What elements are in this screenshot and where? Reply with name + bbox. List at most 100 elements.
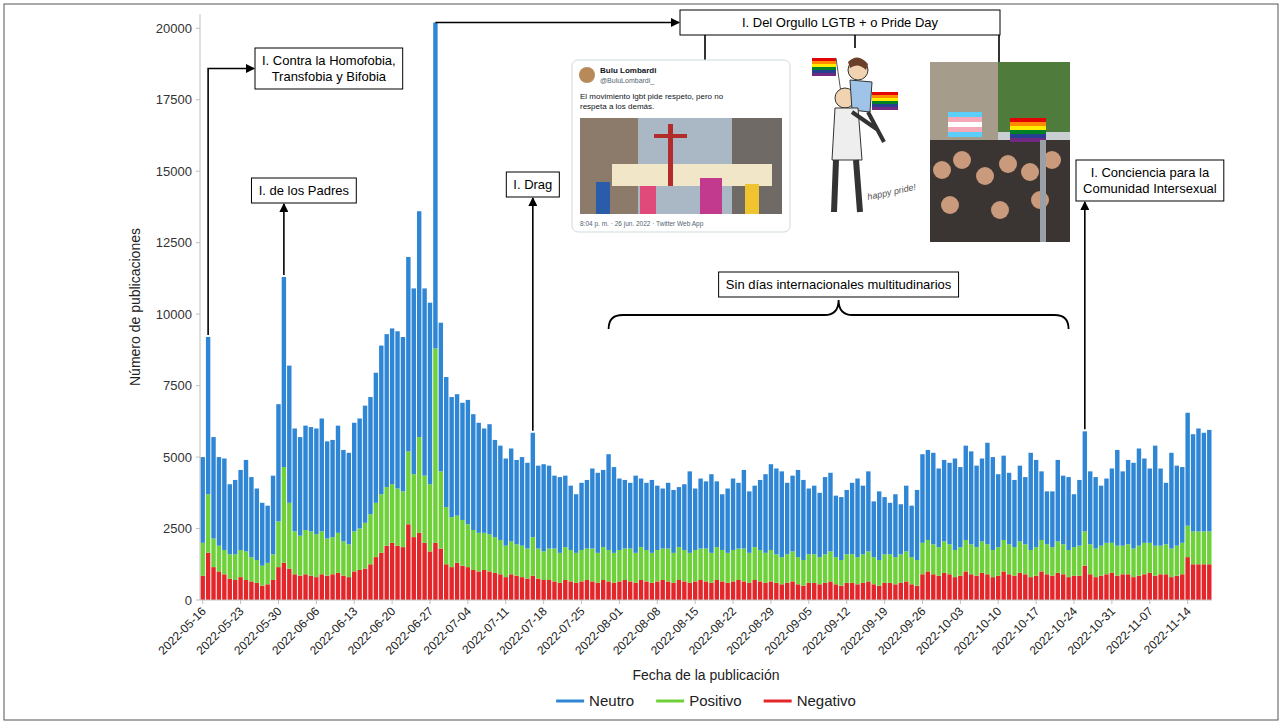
- bar: [303, 530, 307, 574]
- bar: [866, 551, 870, 581]
- bar: [985, 443, 989, 544]
- bar: [1191, 531, 1195, 564]
- x-tick: [316, 600, 317, 604]
- bar: [937, 547, 941, 576]
- bar: [877, 491, 881, 560]
- bar: [422, 543, 426, 600]
- bar: [644, 581, 648, 600]
- photo-head: [941, 196, 959, 214]
- bar: [390, 484, 394, 543]
- bar: [812, 486, 816, 555]
- bar: [1196, 531, 1200, 564]
- bar: [1164, 483, 1168, 544]
- bar: [1164, 574, 1168, 600]
- bar: [763, 583, 767, 600]
- bar: [482, 533, 486, 570]
- bar: [585, 580, 589, 600]
- bar: [920, 454, 924, 543]
- bar: [238, 550, 242, 577]
- bar: [1007, 574, 1011, 600]
- bar: [606, 581, 610, 600]
- bar: [899, 583, 903, 600]
- bar: [504, 577, 508, 600]
- bar: [433, 348, 437, 542]
- bar: [487, 571, 491, 600]
- bar: [661, 580, 665, 600]
- legend-label: Positivo: [689, 692, 742, 709]
- annotation: I. Contra la Homofobia,Transfobia y Bifo…: [255, 48, 403, 89]
- bar: [1104, 574, 1108, 600]
- bar: [201, 543, 205, 576]
- annotation-line: I. Conciencia para la: [1091, 165, 1210, 180]
- bar: [563, 580, 567, 600]
- arrow: [1084, 202, 1086, 429]
- bar: [1045, 544, 1049, 574]
- bar: [536, 466, 540, 549]
- bar: [314, 534, 318, 577]
- bar: [1185, 526, 1189, 557]
- bar: [1104, 543, 1108, 574]
- photo-building: [930, 62, 998, 140]
- bar: [742, 470, 746, 549]
- bar: [628, 549, 632, 582]
- bar: [834, 557, 838, 584]
- bar: [574, 494, 578, 553]
- bar: [460, 566, 464, 600]
- bar: [1175, 546, 1179, 576]
- tweet-photo: [580, 118, 782, 214]
- bar: [980, 541, 984, 572]
- bar: [1056, 573, 1060, 600]
- bar: [314, 577, 318, 600]
- annotation-line: I. Drag: [513, 177, 552, 192]
- bar: [217, 546, 221, 572]
- bar: [363, 406, 367, 523]
- x-tick: [846, 600, 847, 604]
- bar: [374, 503, 378, 557]
- bar: [341, 541, 345, 575]
- bar: [688, 553, 692, 583]
- bar: [617, 479, 621, 550]
- bar: [1093, 549, 1097, 578]
- bar: [823, 583, 827, 600]
- bar: [731, 479, 735, 550]
- bar: [314, 428, 318, 534]
- bar: [985, 574, 989, 600]
- bar: [958, 576, 962, 600]
- bar: [347, 453, 351, 544]
- bar: [1061, 574, 1065, 600]
- bar: [374, 373, 378, 503]
- bar: [504, 546, 508, 577]
- bar: [428, 551, 432, 600]
- bar: [709, 474, 713, 553]
- bar: [439, 549, 443, 600]
- bar: [845, 554, 849, 583]
- bar: [401, 337, 405, 491]
- bar: [428, 484, 432, 551]
- bar: [325, 576, 329, 600]
- bar: [969, 574, 973, 600]
- bar: [720, 581, 724, 600]
- bar: [872, 584, 876, 600]
- bar: [422, 476, 426, 543]
- bar: [882, 554, 886, 583]
- y-tick: [196, 457, 200, 458]
- bar: [509, 541, 513, 574]
- bar: [725, 489, 729, 553]
- bar: [866, 471, 870, 551]
- bar: [444, 377, 448, 507]
- bar: [991, 457, 995, 550]
- bar: [271, 580, 275, 600]
- bar: [1121, 471, 1125, 545]
- bar: [1018, 573, 1022, 600]
- x-tick: [1111, 600, 1112, 604]
- bar: [206, 337, 210, 494]
- bar: [1083, 431, 1087, 531]
- bar: [579, 483, 583, 550]
- bar: [964, 571, 968, 600]
- bar: [747, 491, 751, 552]
- bar: [628, 483, 632, 549]
- bar: [320, 531, 324, 574]
- bar: [666, 549, 670, 582]
- arrow: [435, 22, 679, 24]
- bar: [915, 586, 919, 600]
